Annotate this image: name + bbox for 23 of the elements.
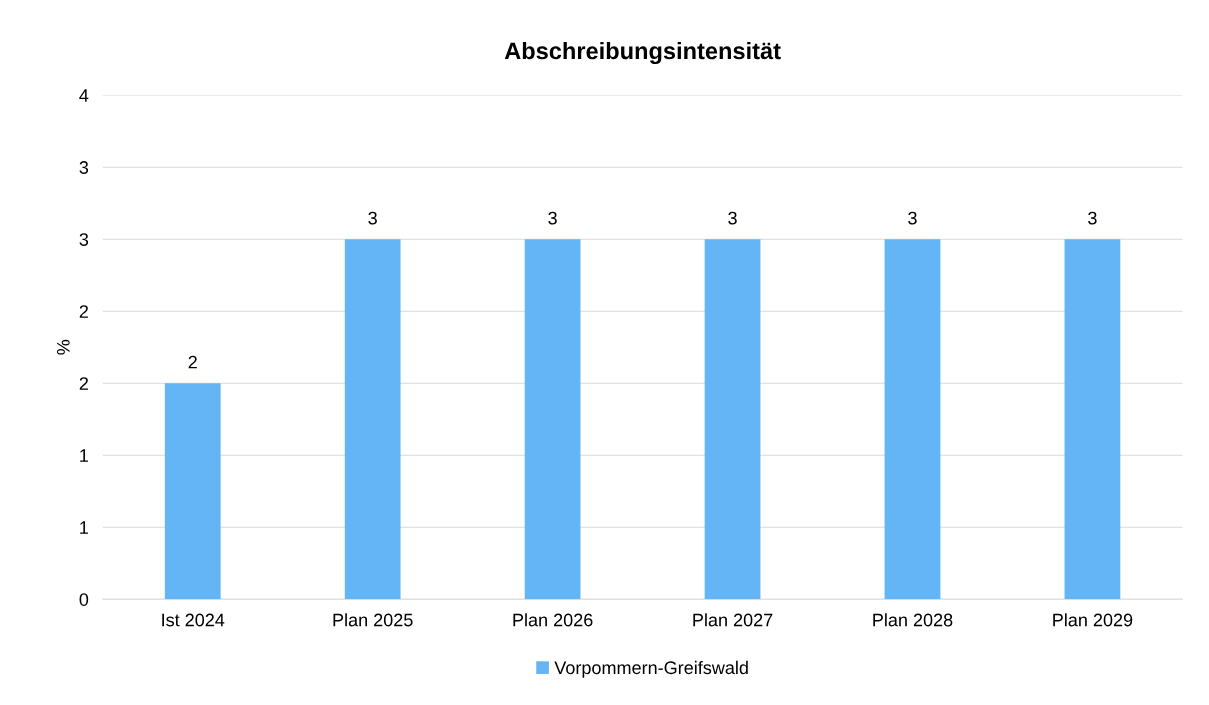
data-label: 3 [548,211,557,225]
x-tick-label: Plan 2028 [873,613,953,627]
x-tick-label: Plan 2027 [693,613,773,627]
x-tick-label: Plan 2029 [1053,613,1133,627]
data-label: 3 [368,211,377,225]
y-tick-label: 4 [79,89,89,102]
data-label: 3 [1088,211,1097,225]
chart-title: Abschreibungsintensität [504,41,781,65]
y-tick-label: 0 [79,593,89,606]
y-tick-label: 2 [79,305,88,318]
data-label: 2 [188,355,197,369]
legend-label: Vorpommern-Greifswald [554,660,748,678]
y-tick-label: 1 [80,521,88,534]
x-tick-label: Plan 2026 [513,613,593,627]
x-tick-label: Ist 2024 [162,613,225,627]
y-tick-label: 3 [79,233,89,246]
x-tick-label: Plan 2025 [333,613,413,627]
y-tick-label: 3 [79,161,89,174]
y-axis-title: % [57,339,70,355]
data-label: 3 [728,211,737,225]
y-tick-label: 1 [80,449,88,462]
y-tick-label: 2 [79,377,88,390]
data-label: 3 [908,211,917,225]
